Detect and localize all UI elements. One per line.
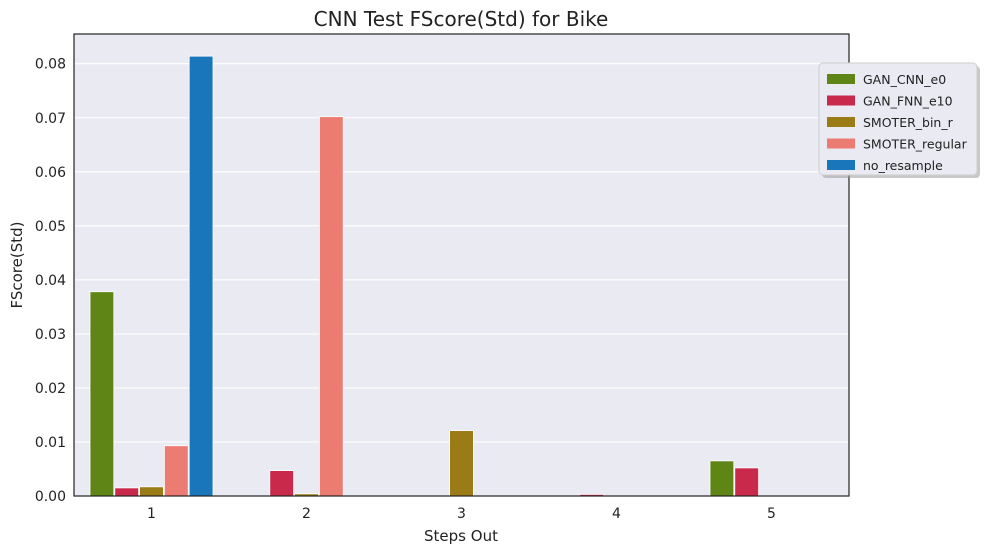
legend-label: GAN_CNN_e0 — [863, 72, 946, 87]
y-axis-label: FScore(Std) — [8, 221, 26, 308]
y-tick-label: 0.04 — [35, 273, 66, 289]
y-tick-label: 0.07 — [35, 111, 66, 127]
y-tick-label: 0.08 — [35, 57, 66, 73]
bar-SMOTER_bin_r-1 — [139, 486, 164, 497]
x-axis-ticks: 1 2 3 4 5 — [147, 506, 776, 522]
x-tick-label: 5 — [767, 506, 776, 522]
legend-label: SMOTER_regular — [863, 137, 968, 152]
bar-GAN_FNN_e10-5 — [734, 467, 759, 497]
x-tick-label: 4 — [612, 506, 621, 522]
x-tick-label: 2 — [302, 506, 311, 522]
bar-GAN_FNN_e10-2 — [269, 470, 294, 497]
y-tick-label: 0.03 — [35, 327, 66, 343]
legend-swatch-no_resample — [827, 160, 855, 170]
legend-box — [818, 62, 978, 176]
bar-SMOTER_regular-2 — [318, 116, 344, 497]
bar-SMOTER_bin_r-3 — [449, 430, 474, 497]
x-axis-label: Steps Out — [424, 527, 498, 545]
legend-label: no_resample — [863, 158, 943, 173]
bar-no_resample-1 — [188, 55, 214, 497]
bars — [89, 55, 759, 497]
y-tick-label: 0.02 — [35, 381, 66, 397]
legend-swatch-GAN_FNN_e10 — [827, 95, 855, 106]
bar-GAN_CNN_e0-5 — [709, 460, 735, 497]
legend-label: GAN_FNN_e10 — [863, 94, 953, 109]
x-tick-label: 1 — [147, 506, 156, 522]
y-axis-ticks: 0.00 0.01 0.02 0.03 0.04 0.05 0.06 0.07 0.08 — [35, 57, 66, 505]
bar-SMOTER_regular-1 — [163, 445, 189, 497]
y-tick-label: 0.05 — [35, 219, 66, 235]
legend-swatch-GAN_CNN_e0 — [827, 74, 855, 84]
x-tick-label: 3 — [457, 506, 466, 522]
bar-GAN_FNN_e10-1 — [114, 487, 140, 497]
legend-label: SMOTER_bin_r — [863, 115, 954, 130]
bar-GAN_CNN_e0-1 — [89, 291, 115, 497]
y-tick-label: 0.00 — [35, 489, 66, 505]
plot-frame — [73, 33, 850, 497]
legend-swatch-SMOTER_regular — [827, 138, 855, 149]
y-tick-label: 0.01 — [35, 435, 66, 451]
legend-swatch-SMOTER_bin_r — [827, 117, 855, 127]
y-tick-label: 0.06 — [35, 165, 66, 181]
legend: GAN_CNN_e0 GAN_FNN_e10 SMOTER_bin_r SMOTER_… — [818, 62, 980, 178]
chart-title: CNN Test FScore(Std) for Bike — [314, 7, 609, 31]
